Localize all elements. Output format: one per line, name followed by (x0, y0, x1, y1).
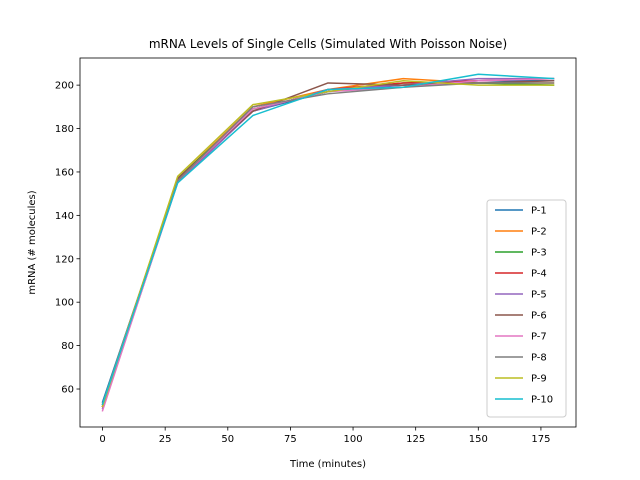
x-tick-label: 125 (406, 434, 425, 445)
y-tick-label: 80 (61, 341, 74, 352)
legend-label: P-3 (531, 248, 547, 259)
x-tick-label: 25 (159, 434, 172, 445)
legend: P-1 P-2 P-3 P-4 P-5 P-6 P-7 P-8 P-9 P-10 (486, 199, 567, 418)
legend-label: P-10 (531, 395, 553, 406)
legend-label: P-1 (531, 206, 547, 217)
x-axis-label: Time (minutes) (289, 459, 366, 470)
y-tick-label: 60 (61, 385, 74, 396)
y-axis-label: mRNA (# molecules) (27, 190, 38, 294)
legend-label: P-7 (531, 332, 547, 343)
y-axis-ticks: 60 80 100 120 140 160 180 200 (55, 81, 80, 396)
y-tick-label: 200 (55, 81, 74, 92)
x-tick-label: 175 (531, 434, 550, 445)
y-tick-label: 120 (55, 254, 74, 265)
y-tick-label: 180 (55, 124, 74, 135)
legend-label: P-9 (531, 374, 547, 385)
x-tick-label: 0 (99, 434, 105, 445)
legend-label: P-6 (531, 311, 547, 322)
series-line-p-10 (101, 73, 555, 406)
chart-title: mRNA Levels of Single Cells (Simulated W… (149, 37, 507, 51)
series-layer (101, 73, 555, 412)
series-line-p-9 (101, 80, 555, 408)
legend-label: P-2 (531, 227, 547, 238)
series-line-p-8 (101, 82, 555, 406)
legend-label: P-5 (531, 290, 547, 301)
legend-box (486, 199, 567, 418)
legend-label: P-4 (531, 269, 547, 280)
y-tick-label: 100 (55, 298, 74, 309)
x-axis-ticks: 0 25 50 75 100 125 150 175 (99, 427, 550, 445)
x-tick-label: 75 (284, 434, 297, 445)
y-tick-label: 160 (55, 167, 74, 178)
x-tick-label: 100 (344, 434, 363, 445)
y-tick-label: 140 (55, 211, 74, 222)
x-tick-label: 50 (221, 434, 234, 445)
plot-frame (79, 57, 577, 428)
legend-label: P-8 (531, 353, 547, 364)
x-tick-label: 150 (469, 434, 488, 445)
